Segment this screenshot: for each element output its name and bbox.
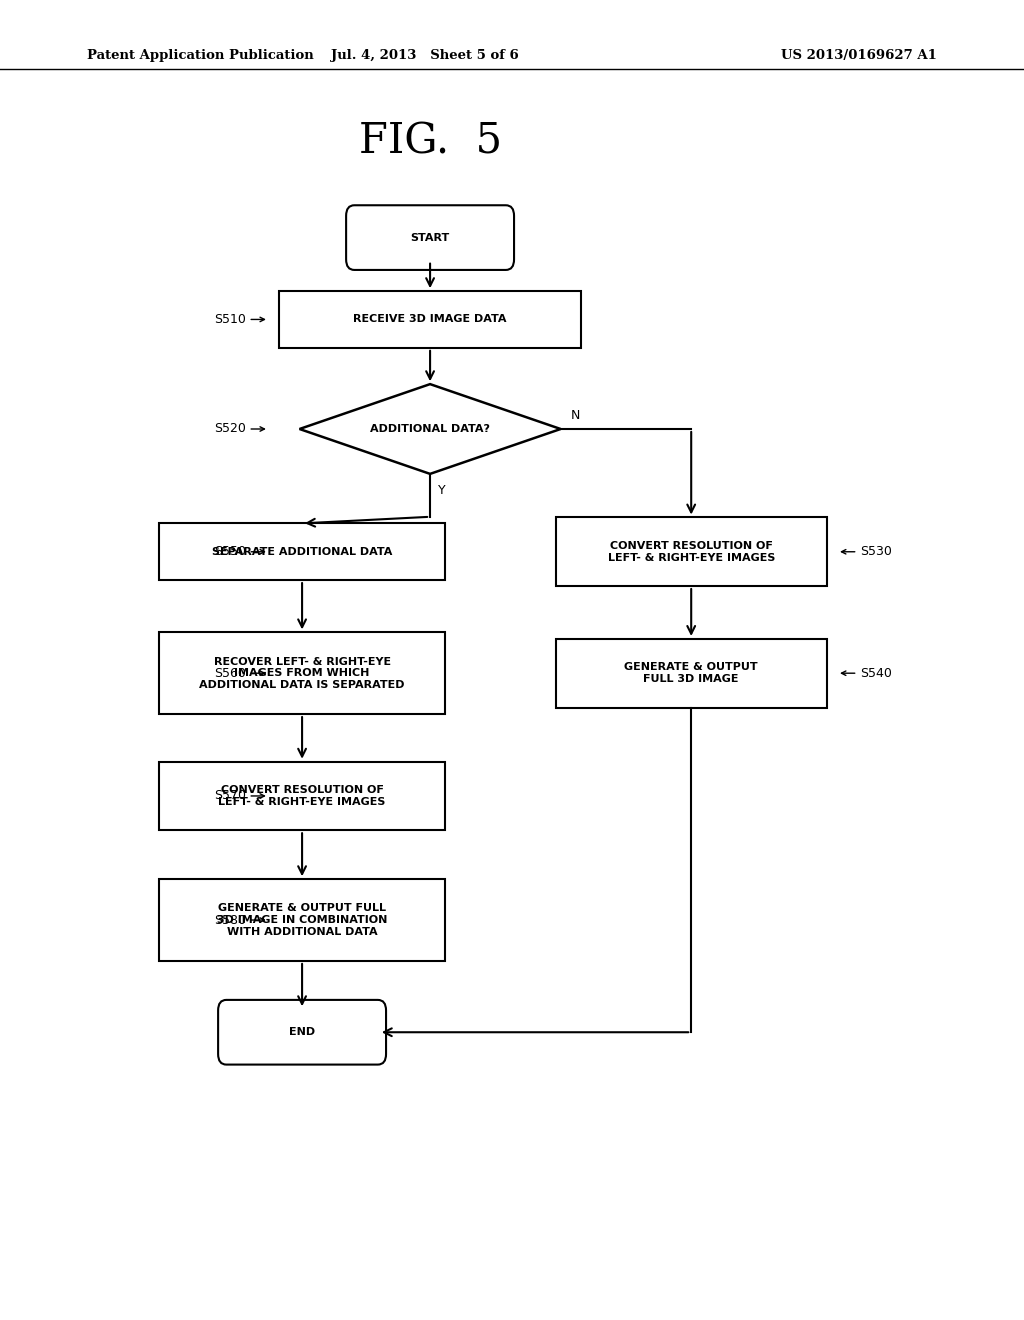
Text: Jul. 4, 2013   Sheet 5 of 6: Jul. 4, 2013 Sheet 5 of 6 bbox=[331, 49, 519, 62]
Bar bbox=[555, 517, 827, 586]
Text: S520: S520 bbox=[214, 422, 246, 436]
Text: GENERATE & OUTPUT FULL
3D IMAGE IN COMBINATION
WITH ADDITIONAL DATA: GENERATE & OUTPUT FULL 3D IMAGE IN COMBI… bbox=[217, 903, 387, 937]
Text: RECEIVE 3D IMAGE DATA: RECEIVE 3D IMAGE DATA bbox=[353, 314, 507, 325]
Text: S510: S510 bbox=[214, 313, 246, 326]
Polygon shape bbox=[299, 384, 561, 474]
Bar bbox=[159, 632, 445, 714]
Text: Y: Y bbox=[438, 484, 445, 498]
Bar bbox=[159, 879, 445, 961]
Text: S550: S550 bbox=[214, 545, 246, 558]
Text: S530: S530 bbox=[860, 545, 892, 558]
Text: GENERATE & OUTPUT
FULL 3D IMAGE: GENERATE & OUTPUT FULL 3D IMAGE bbox=[625, 663, 758, 684]
Text: CONVERT RESOLUTION OF
LEFT- & RIGHT-EYE IMAGES: CONVERT RESOLUTION OF LEFT- & RIGHT-EYE … bbox=[218, 785, 386, 807]
Text: START: START bbox=[411, 232, 450, 243]
Text: RECOVER LEFT- & RIGHT-EYE
IMAGES FROM WHICH
ADDITIONAL DATA IS SEPARATED: RECOVER LEFT- & RIGHT-EYE IMAGES FROM WH… bbox=[200, 656, 404, 690]
Text: FIG.  5: FIG. 5 bbox=[358, 120, 502, 162]
Bar bbox=[159, 523, 445, 581]
Bar bbox=[279, 290, 581, 347]
FancyBboxPatch shape bbox=[346, 205, 514, 271]
FancyBboxPatch shape bbox=[218, 1001, 386, 1064]
Text: END: END bbox=[289, 1027, 315, 1038]
Bar bbox=[555, 639, 827, 708]
Text: S560: S560 bbox=[214, 667, 246, 680]
Bar bbox=[159, 762, 445, 830]
Text: S540: S540 bbox=[860, 667, 892, 680]
Text: ADDITIONAL DATA?: ADDITIONAL DATA? bbox=[370, 424, 490, 434]
Text: N: N bbox=[571, 409, 581, 422]
Text: US 2013/0169627 A1: US 2013/0169627 A1 bbox=[781, 49, 937, 62]
Text: CONVERT RESOLUTION OF
LEFT- & RIGHT-EYE IMAGES: CONVERT RESOLUTION OF LEFT- & RIGHT-EYE … bbox=[607, 541, 775, 562]
Text: SEPARATE ADDITIONAL DATA: SEPARATE ADDITIONAL DATA bbox=[212, 546, 392, 557]
Text: Patent Application Publication: Patent Application Publication bbox=[87, 49, 313, 62]
Text: S570: S570 bbox=[214, 789, 246, 803]
Text: S580: S580 bbox=[214, 913, 246, 927]
